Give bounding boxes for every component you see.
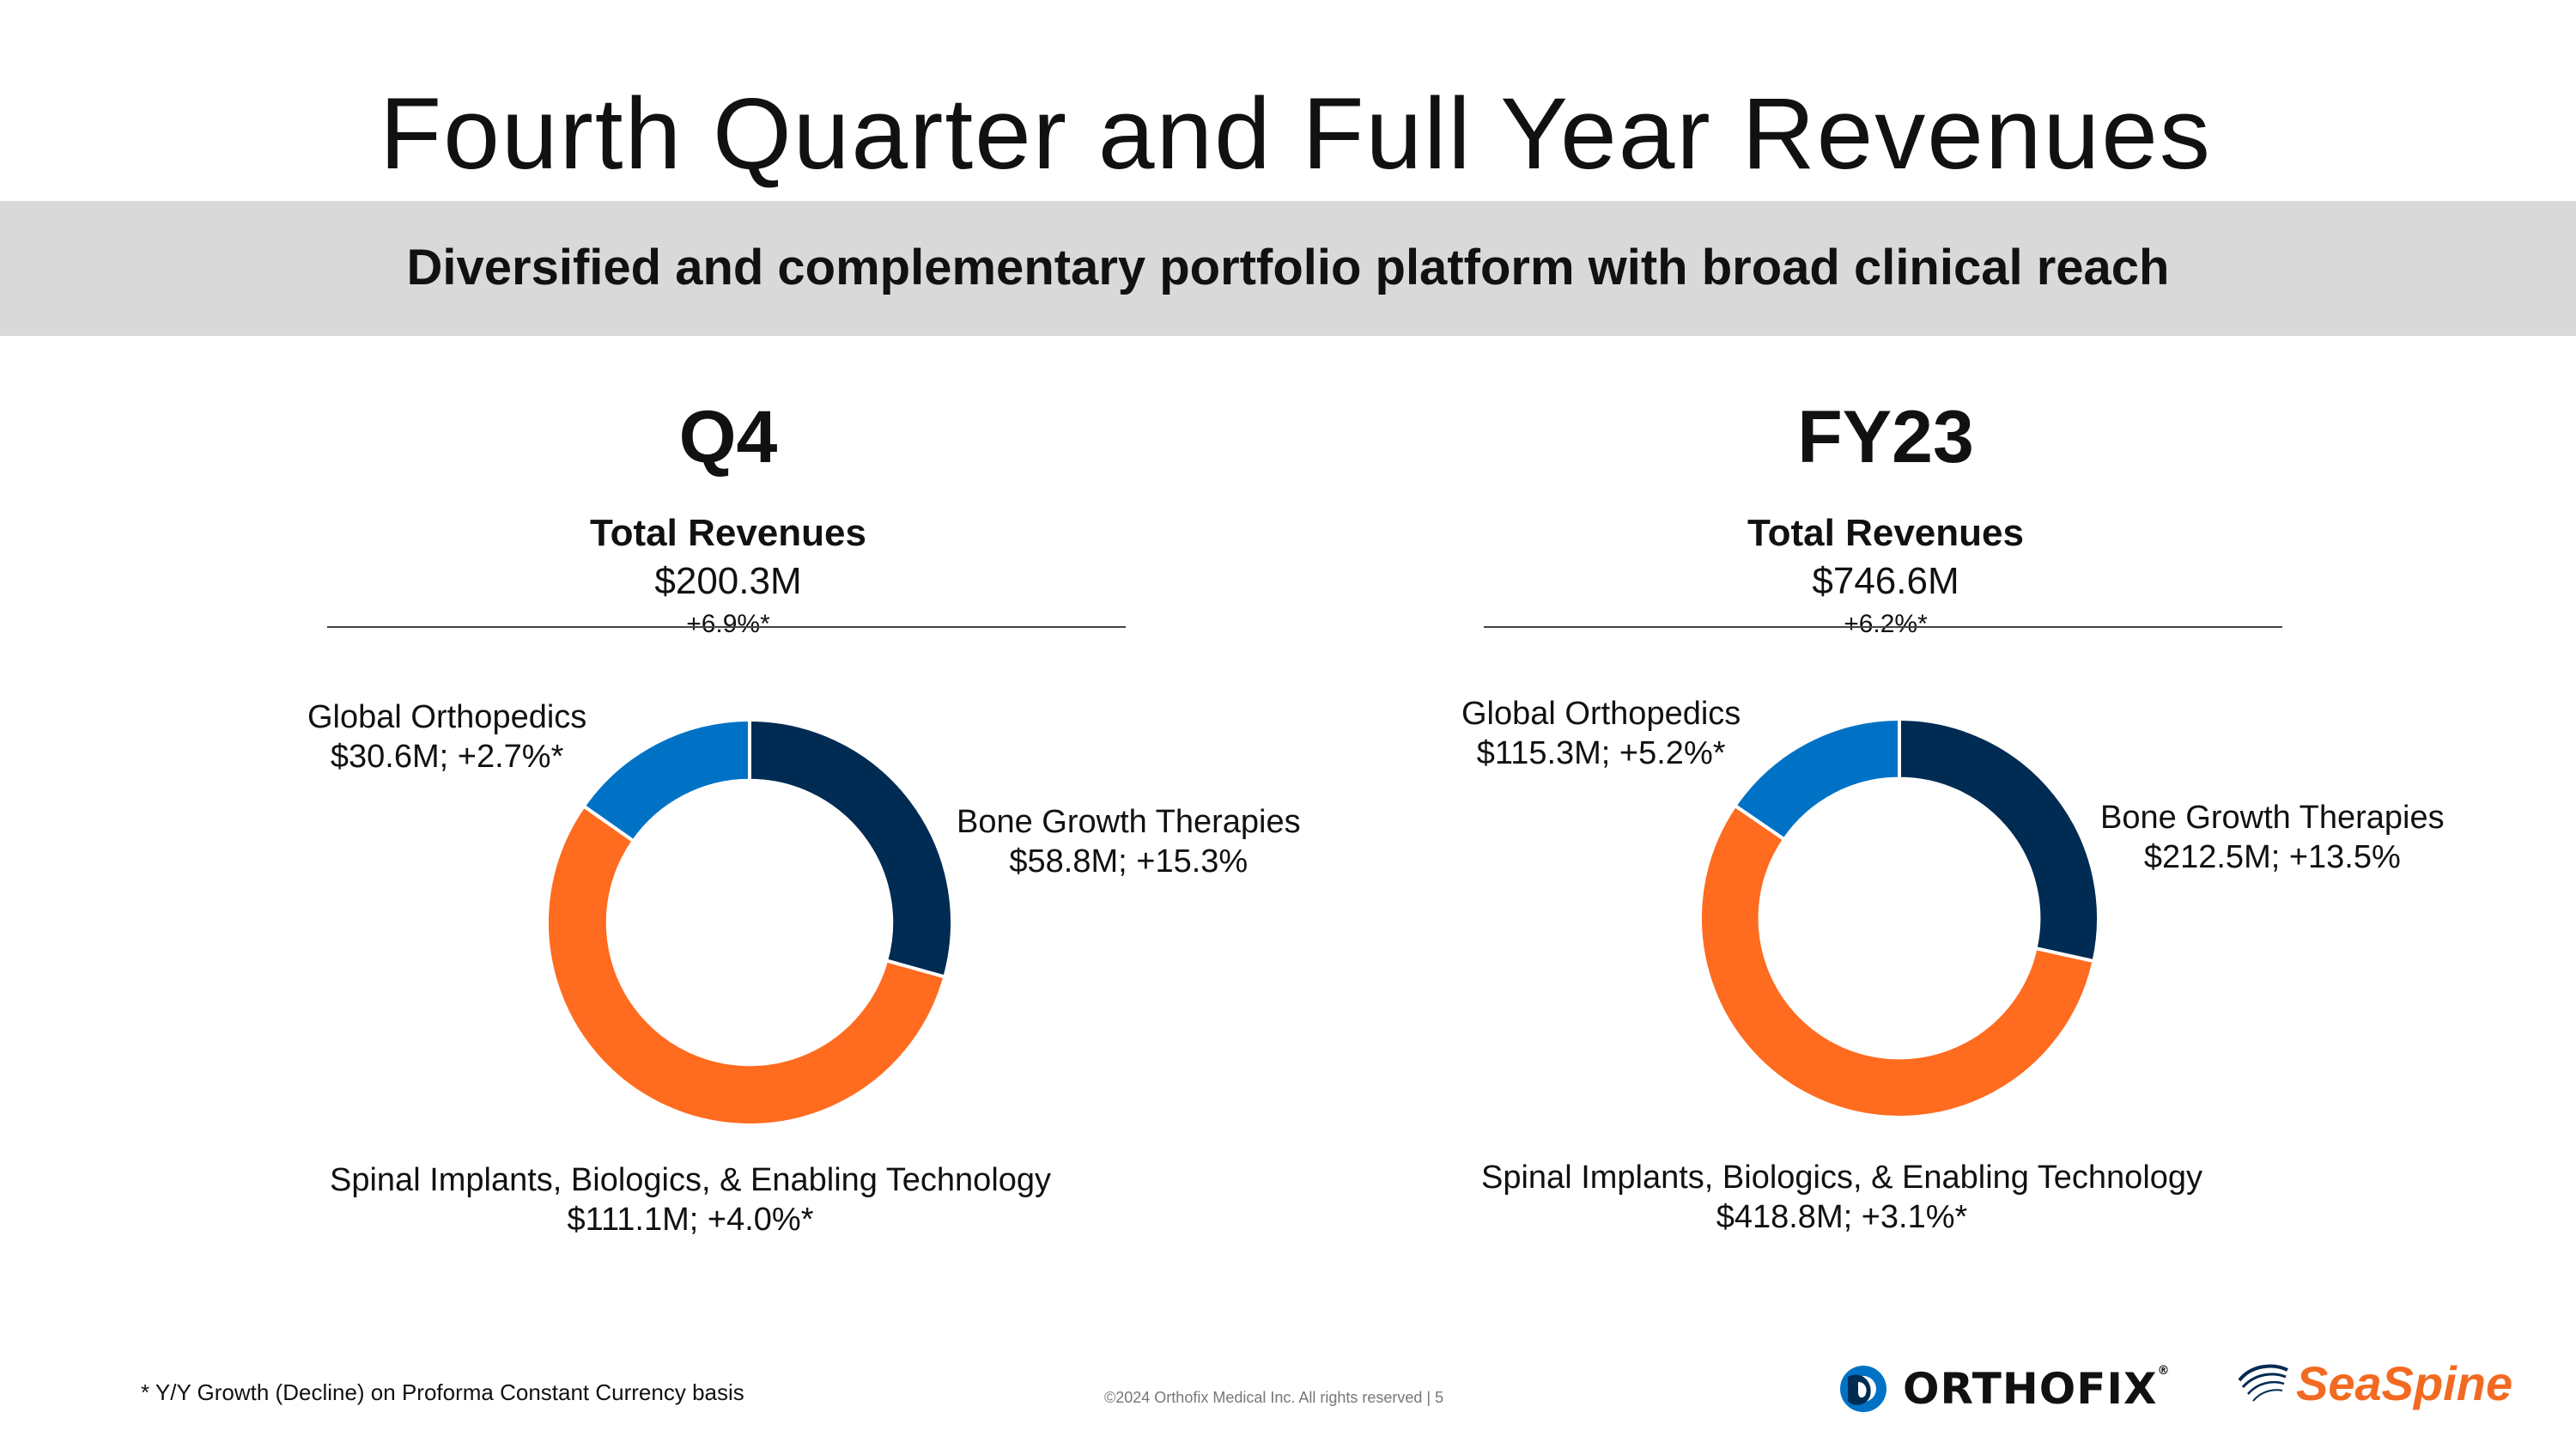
q4-donut-chart xyxy=(545,717,954,1127)
q4-header: Q4 Total Revenues $200.3M +6.9%* xyxy=(325,400,1132,639)
fy23-label-global-ortho: Global Orthopedics $115.3M; +5.2%* xyxy=(1461,694,1741,773)
fy23-label-bone-growth: Bone Growth Therapies $212.5M; +13.5% xyxy=(2100,798,2445,877)
fy23-slice-spinal xyxy=(1698,803,2096,1119)
q4-label-global-ortho: Global Orthopedics $30.6M; +2.7%* xyxy=(307,697,586,776)
q4-label-global-ortho-name: Global Orthopedics xyxy=(307,699,587,735)
page-title: Fourth Quarter and Full Year Revenues xyxy=(380,77,2212,191)
subtitle-banner xyxy=(0,201,2576,336)
fy23-slice-global-ortho xyxy=(1732,716,1901,843)
q4-period-title: Q4 xyxy=(678,396,778,478)
q4-slice-global-ortho xyxy=(581,717,751,843)
copyright: ©2024 Orthofix Medical Inc. All rights r… xyxy=(1104,1389,1444,1406)
orthofix-wordmark: ORTHOFIX® xyxy=(1903,1364,2171,1414)
fy23-label-spinal: Spinal Implants, Biologics, & Enabling T… xyxy=(1481,1158,2202,1237)
q4-label-bone-growth: Bone Growth Therapies $58.8M; +15.3% xyxy=(957,802,1301,881)
q4-label-global-ortho-detail: $30.6M; +2.7%* xyxy=(330,739,564,775)
q4-total-value: $200.3M xyxy=(654,560,802,602)
fy23-total-value: $746.6M xyxy=(1812,560,1959,602)
fy23-total-label: Total Revenues xyxy=(1747,512,2024,554)
orthofix-mark-icon xyxy=(1840,1366,1886,1412)
orthofix-wordmark-text: ORTHOFIX xyxy=(1903,1364,2158,1414)
fy23-label-global-ortho-detail: $115.3M; +5.2%* xyxy=(1476,735,1726,771)
orthofix-logo: ORTHOFIX® xyxy=(1836,1362,2171,1416)
q4-slice-bone-growth xyxy=(748,717,954,979)
fy23-label-spinal-name: Spinal Implants, Biologics, & Enabling T… xyxy=(1481,1160,2203,1196)
seaspine-logo: SeaSpine xyxy=(2236,1355,2512,1411)
q4-label-spinal-detail: $111.1M; +4.0%* xyxy=(567,1202,814,1238)
fy23-slice-bone-growth xyxy=(1898,716,2100,964)
fy23-divider xyxy=(1484,626,2282,628)
q4-slice-spinal xyxy=(545,803,947,1127)
fy23-label-bone-growth-name: Bone Growth Therapies xyxy=(2100,800,2445,836)
orthofix-reg-mark: ® xyxy=(2157,1364,2171,1378)
seaspine-wordmark: SeaSpine xyxy=(2296,1356,2513,1410)
q4-label-spinal-name: Spinal Implants, Biologics, & Enabling T… xyxy=(330,1162,1052,1198)
fy23-header: FY23 Total Revenues $746.6M +6.2%* xyxy=(1482,400,2289,639)
q4-label-spinal: Spinal Implants, Biologics, & Enabling T… xyxy=(330,1160,1051,1239)
fy23-label-spinal-detail: $418.8M; +3.1%* xyxy=(1716,1199,1968,1235)
fy23-donut-chart xyxy=(1698,716,2100,1119)
q4-total-growth: +6.9%* xyxy=(686,610,770,638)
fy23-label-bone-growth-detail: $212.5M; +13.5% xyxy=(2143,839,2401,875)
fy23-total-growth: +6.2%* xyxy=(1844,610,1928,638)
q4-label-bone-growth-name: Bone Growth Therapies xyxy=(957,804,1301,840)
fy23-period-title: FY23 xyxy=(1797,396,1974,478)
q4-total-label: Total Revenues xyxy=(590,512,866,554)
q4-label-bone-growth-detail: $58.8M; +15.3% xyxy=(1009,843,1249,880)
fy23-label-global-ortho-name: Global Orthopedics xyxy=(1461,696,1741,732)
footnote: * Y/Y Growth (Decline) on Proforma Const… xyxy=(141,1379,744,1405)
subtitle-text: Diversified and complementary portfolio … xyxy=(406,240,2170,295)
q4-divider xyxy=(327,626,1126,628)
seaspine-wave-icon xyxy=(2238,1364,2288,1402)
